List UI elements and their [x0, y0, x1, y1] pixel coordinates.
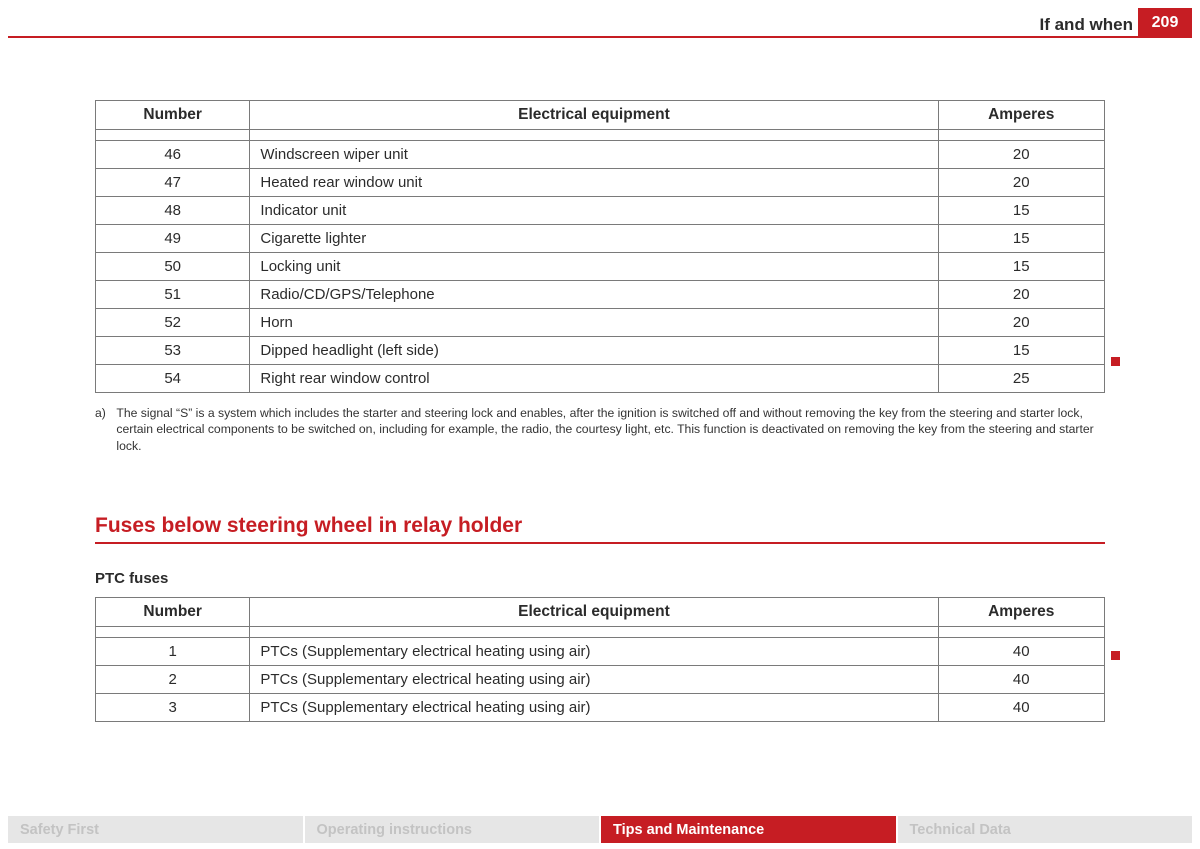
table-row: 3PTCs (Supplementary electrical heating …: [96, 694, 1105, 722]
cell-number: 48: [96, 197, 250, 225]
table-row: 53Dipped headlight (left side)15: [96, 337, 1105, 365]
cell-number: 54: [96, 365, 250, 393]
cell-equipment: Horn: [250, 309, 938, 337]
cell-number: 51: [96, 281, 250, 309]
cell-number: 3: [96, 694, 250, 722]
table-row: 46Windscreen wiper unit20: [96, 141, 1105, 169]
page-content: Number Electrical equipment Amperes 46Wi…: [95, 100, 1105, 722]
footer-tab[interactable]: Safety First: [8, 816, 303, 843]
cell-number: 49: [96, 225, 250, 253]
table-row: 47Heated rear window unit20: [96, 169, 1105, 197]
table-row: 49Cigarette lighter15: [96, 225, 1105, 253]
fuse-table-2-body: 1PTCs (Supplementary electrical heating …: [96, 638, 1105, 722]
footer-tab[interactable]: Operating instructions: [305, 816, 600, 843]
col-header-amperes: Amperes: [938, 598, 1105, 627]
cell-equipment: Indicator unit: [250, 197, 938, 225]
cell-equipment: Cigarette lighter: [250, 225, 938, 253]
cell-number: 1: [96, 638, 250, 666]
header-double-rule: [96, 130, 1105, 141]
footer-tab[interactable]: Technical Data: [898, 816, 1193, 843]
table-header-row: Number Electrical equipment Amperes: [96, 101, 1105, 130]
section-end-marker-icon: [1111, 357, 1120, 366]
footer-tab[interactable]: Tips and Maintenance: [601, 816, 896, 843]
section-heading: Fuses below steering wheel in relay hold…: [95, 514, 1105, 544]
cell-amperes: 40: [938, 666, 1105, 694]
cell-equipment: Windscreen wiper unit: [250, 141, 938, 169]
table-header-row: Number Electrical equipment Amperes: [96, 598, 1105, 627]
cell-amperes: 40: [938, 638, 1105, 666]
cell-equipment: PTCs (Supplementary electrical heating u…: [250, 666, 938, 694]
table-row: 51Radio/CD/GPS/Telephone20: [96, 281, 1105, 309]
cell-amperes: 20: [938, 281, 1105, 309]
cell-equipment: PTCs (Supplementary electrical heating u…: [250, 694, 938, 722]
cell-number: 53: [96, 337, 250, 365]
cell-number: 50: [96, 253, 250, 281]
table-row: 2PTCs (Supplementary electrical heating …: [96, 666, 1105, 694]
col-header-amperes: Amperes: [938, 101, 1105, 130]
cell-equipment: PTCs (Supplementary electrical heating u…: [250, 638, 938, 666]
cell-number: 47: [96, 169, 250, 197]
footnote: a) The signal “S” is a system which incl…: [95, 405, 1105, 454]
cell-amperes: 20: [938, 169, 1105, 197]
section-end-marker-icon: [1111, 651, 1120, 660]
col-header-equipment: Electrical equipment: [250, 101, 938, 130]
cell-amperes: 40: [938, 694, 1105, 722]
cell-amperes: 20: [938, 141, 1105, 169]
table-row: 48Indicator unit15: [96, 197, 1105, 225]
cell-number: 2: [96, 666, 250, 694]
cell-number: 52: [96, 309, 250, 337]
cell-amperes: 15: [938, 197, 1105, 225]
header-section-title: If and when: [1040, 15, 1134, 35]
fuse-table-1: Number Electrical equipment Amperes 46Wi…: [95, 100, 1105, 393]
cell-equipment: Radio/CD/GPS/Telephone: [250, 281, 938, 309]
cell-number: 46: [96, 141, 250, 169]
cell-amperes: 15: [938, 253, 1105, 281]
col-header-number: Number: [96, 101, 250, 130]
table-row: 1PTCs (Supplementary electrical heating …: [96, 638, 1105, 666]
cell-amperes: 15: [938, 337, 1105, 365]
footnote-text: The signal “S” is a system which include…: [116, 405, 1104, 454]
table-row: 54Right rear window control25: [96, 365, 1105, 393]
cell-amperes: 20: [938, 309, 1105, 337]
cell-amperes: 25: [938, 365, 1105, 393]
footer-tab-bar: Safety FirstOperating instructionsTips a…: [8, 816, 1192, 843]
col-header-equipment: Electrical equipment: [250, 598, 938, 627]
col-header-number: Number: [96, 598, 250, 627]
page-number-badge: 209: [1138, 8, 1192, 38]
fuse-table-2: Number Electrical equipment Amperes 1PTC…: [95, 597, 1105, 722]
table-row: 52Horn20: [96, 309, 1105, 337]
section-subheading: PTC fuses: [95, 570, 1105, 587]
cell-equipment: Heated rear window unit: [250, 169, 938, 197]
header-double-rule: [96, 627, 1105, 638]
page-number: 209: [1152, 14, 1179, 32]
cell-equipment: Right rear window control: [250, 365, 938, 393]
cell-equipment: Dipped headlight (left side): [250, 337, 938, 365]
cell-amperes: 15: [938, 225, 1105, 253]
cell-equipment: Locking unit: [250, 253, 938, 281]
fuse-table-1-body: 46Windscreen wiper unit2047Heated rear w…: [96, 141, 1105, 393]
header-rule: [8, 36, 1192, 38]
footnote-marker: a): [95, 405, 113, 421]
table-row: 50Locking unit15: [96, 253, 1105, 281]
